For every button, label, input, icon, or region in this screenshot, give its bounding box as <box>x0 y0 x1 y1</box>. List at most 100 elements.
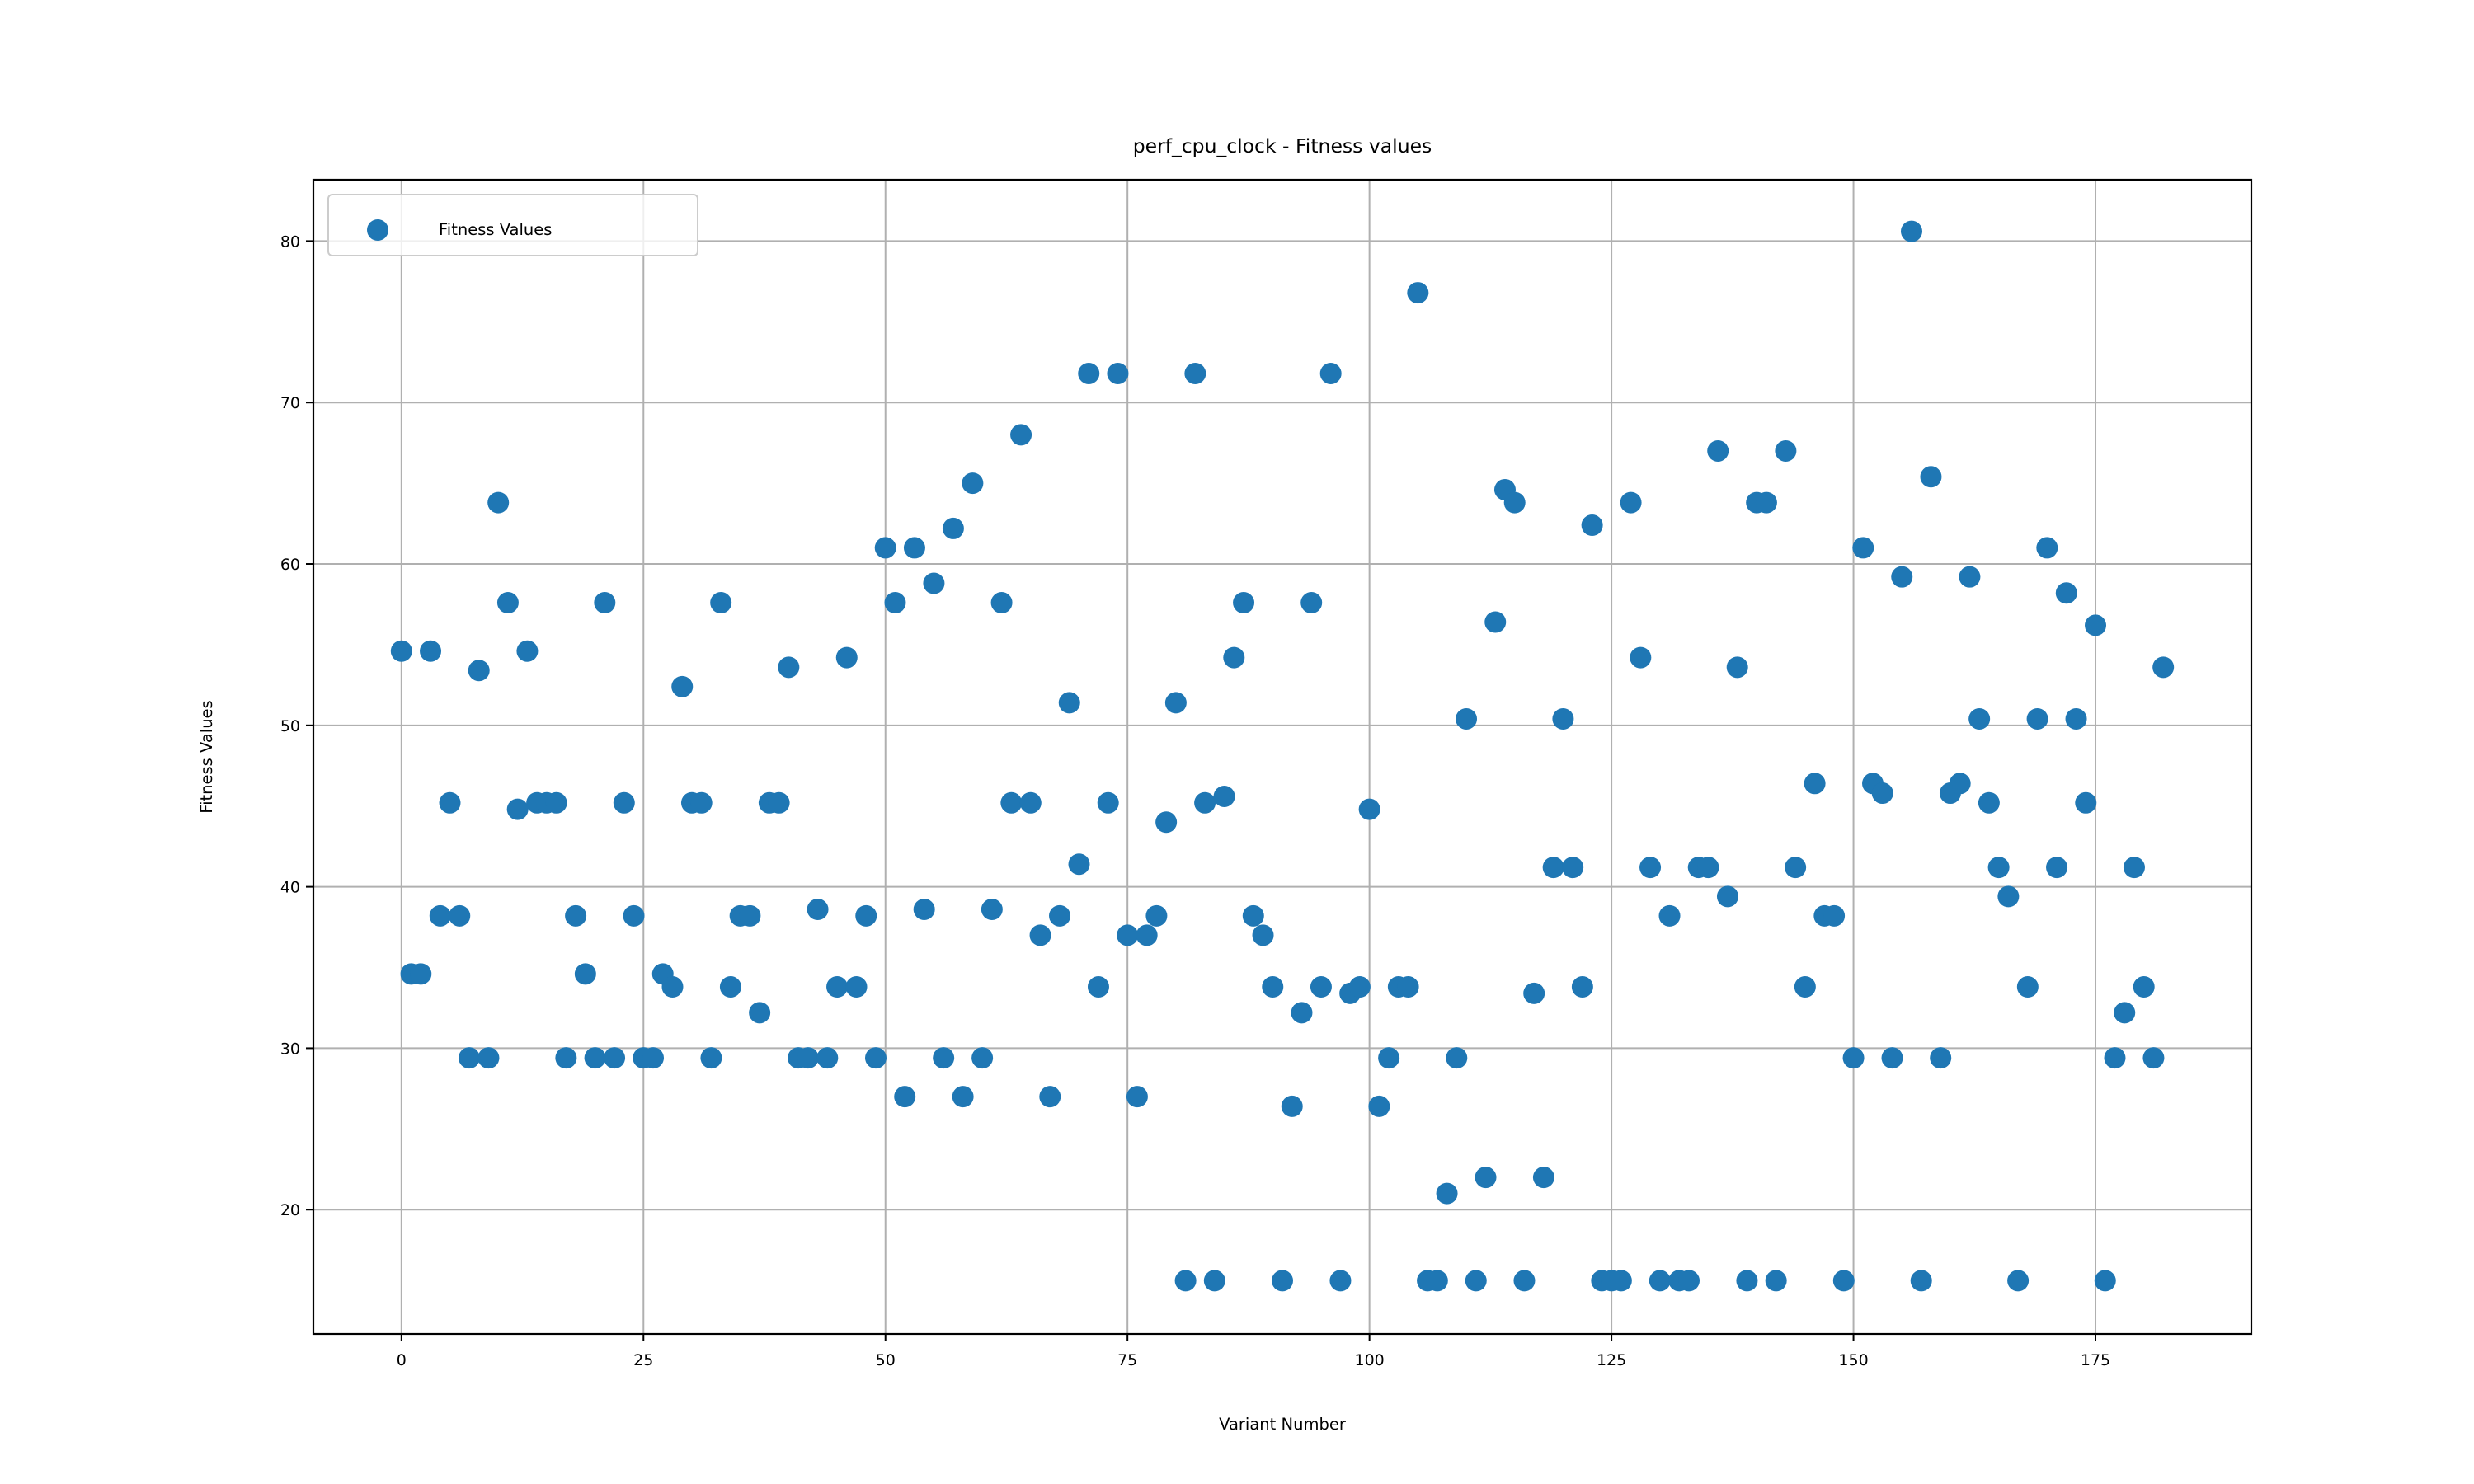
data-point <box>894 1086 916 1108</box>
data-point <box>1823 904 1846 927</box>
data-point <box>855 904 877 927</box>
data-point <box>1203 1270 1225 1292</box>
data-point <box>2104 1047 2126 1069</box>
x-tick-label: 25 <box>633 1351 653 1369</box>
data-point <box>1678 1270 1700 1292</box>
data-point <box>449 904 471 927</box>
data-point <box>1736 1270 1758 1292</box>
data-point <box>2085 614 2107 636</box>
y-tick-label: 40 <box>280 879 300 897</box>
data-point <box>1252 924 1274 946</box>
data-point <box>952 1086 974 1108</box>
data-point <box>1804 773 1826 795</box>
y-tick-label: 80 <box>280 232 300 251</box>
data-point <box>1010 424 1032 446</box>
data-point <box>477 1047 500 1069</box>
data-points <box>390 220 2175 1292</box>
data-point <box>1562 857 1584 879</box>
data-point <box>642 1047 665 1069</box>
data-point <box>778 656 800 679</box>
data-point <box>1832 1270 1855 1292</box>
data-point <box>1107 362 1129 384</box>
data-point <box>429 904 451 927</box>
data-point <box>1475 1167 1497 1189</box>
data-point <box>1184 362 1206 384</box>
data-point <box>1174 1270 1197 1292</box>
data-point <box>1358 798 1380 820</box>
data-point <box>1920 466 1942 488</box>
data-point <box>2152 656 2175 679</box>
data-point <box>2133 976 2155 998</box>
x-axis-title: Variant Number <box>1219 1415 1347 1434</box>
data-point <box>1765 1270 1787 1292</box>
legend-marker <box>367 219 388 241</box>
data-point <box>835 646 858 669</box>
data-point <box>1223 646 1245 669</box>
data-point <box>565 904 587 927</box>
data-point <box>1465 1270 1487 1292</box>
data-point <box>2094 1270 2116 1292</box>
data-point <box>1087 976 1109 998</box>
data-point <box>1039 1086 1061 1108</box>
data-point <box>1300 592 1323 614</box>
data-point <box>1446 1047 1468 1069</box>
x-tick-label: 125 <box>1597 1351 1626 1369</box>
data-point <box>874 537 896 559</box>
y-tick-label: 70 <box>280 394 300 412</box>
data-point <box>1068 853 1090 876</box>
data-point <box>719 976 741 998</box>
data-point <box>1397 976 1419 998</box>
data-point <box>623 904 645 927</box>
y-tick-label: 30 <box>280 1040 300 1058</box>
data-point <box>1291 1002 1313 1024</box>
data-point <box>1019 791 1042 814</box>
data-point <box>1959 566 1981 588</box>
data-point <box>1484 611 1507 633</box>
y-tick-label: 60 <box>280 556 300 574</box>
data-point <box>1794 976 1816 998</box>
data-point <box>700 1047 722 1069</box>
data-point <box>1378 1047 1400 1069</box>
data-point <box>1658 904 1681 927</box>
data-point <box>1513 1270 1536 1292</box>
data-point <box>1058 692 1080 714</box>
data-point <box>1097 791 1119 814</box>
data-point <box>2007 1270 2030 1292</box>
data-point <box>1842 1047 1865 1069</box>
data-point <box>1348 976 1371 998</box>
x-tick-label: 0 <box>397 1351 407 1369</box>
data-point <box>1968 707 1991 730</box>
y-tick-label: 50 <box>280 717 300 735</box>
data-point <box>458 1047 480 1069</box>
data-point <box>496 592 519 614</box>
data-point <box>981 899 1003 921</box>
data-point <box>420 640 442 662</box>
data-point <box>2123 857 2145 879</box>
data-point <box>545 791 567 814</box>
data-point <box>971 1047 994 1069</box>
data-point <box>574 963 596 985</box>
data-point <box>1649 1270 1671 1292</box>
data-point <box>1900 220 1922 242</box>
data-point <box>1155 811 1178 834</box>
data-point <box>594 592 616 614</box>
data-point <box>739 904 761 927</box>
data-point <box>749 1002 771 1024</box>
data-point <box>1407 282 1429 304</box>
data-point <box>913 899 935 921</box>
data-point <box>2142 1047 2165 1069</box>
data-point <box>864 1047 887 1069</box>
data-point <box>1775 439 1797 462</box>
data-point <box>1436 1182 1458 1205</box>
data-point <box>516 640 539 662</box>
data-point <box>962 472 984 495</box>
data-point <box>1620 491 1642 514</box>
x-tick-label: 100 <box>1355 1351 1385 1369</box>
data-point <box>1049 904 1071 927</box>
data-point <box>1755 491 1777 514</box>
data-point <box>2065 707 2087 730</box>
data-point <box>1930 1047 1952 1069</box>
data-point <box>1213 785 1235 807</box>
data-point <box>2055 582 2077 604</box>
